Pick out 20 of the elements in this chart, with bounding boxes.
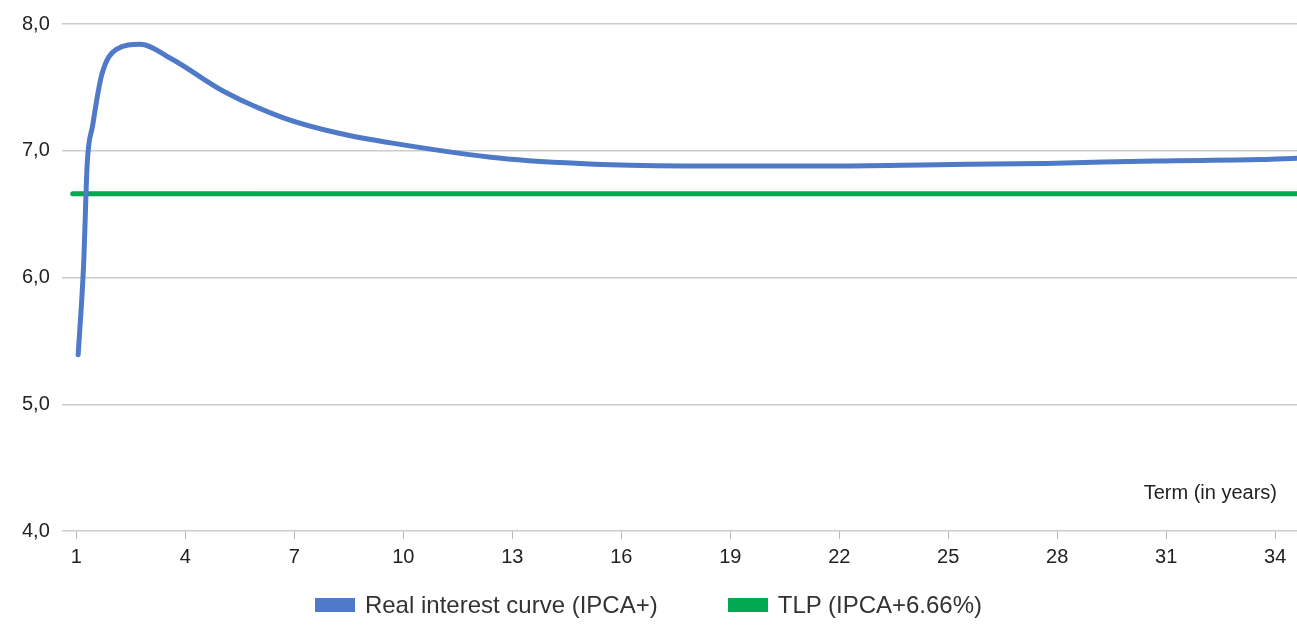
x-tick-label: 25 — [937, 544, 960, 567]
x-tick-label: 7 — [288, 544, 300, 567]
legend-label: Real interest curve (IPCA+) — [364, 591, 658, 619]
x-tick-label: 34 — [1264, 544, 1287, 567]
x-tick-label: 19 — [719, 544, 742, 567]
x-tick-label: 1 — [70, 544, 82, 567]
x-tick-label: 31 — [1155, 544, 1178, 567]
x-tick-label: 16 — [610, 544, 633, 567]
x-axis-title: Term (in years) — [1143, 480, 1277, 503]
y-tick-label: 6,0 — [21, 265, 50, 288]
y-tick-label: 7,0 — [21, 138, 50, 161]
y-tick-label: 8,0 — [21, 11, 50, 34]
x-tick-label: 22 — [828, 544, 851, 567]
x-tick-label: 28 — [1046, 544, 1069, 567]
legend-label: TLP (IPCA+6.66%) — [777, 591, 983, 619]
y-tick-label: 5,0 — [21, 391, 50, 414]
x-tick-label: 4 — [179, 544, 191, 567]
x-tick-label: 10 — [392, 544, 415, 567]
x-tick-label: 13 — [501, 544, 524, 567]
y-tick-label: 4,0 — [21, 518, 50, 541]
